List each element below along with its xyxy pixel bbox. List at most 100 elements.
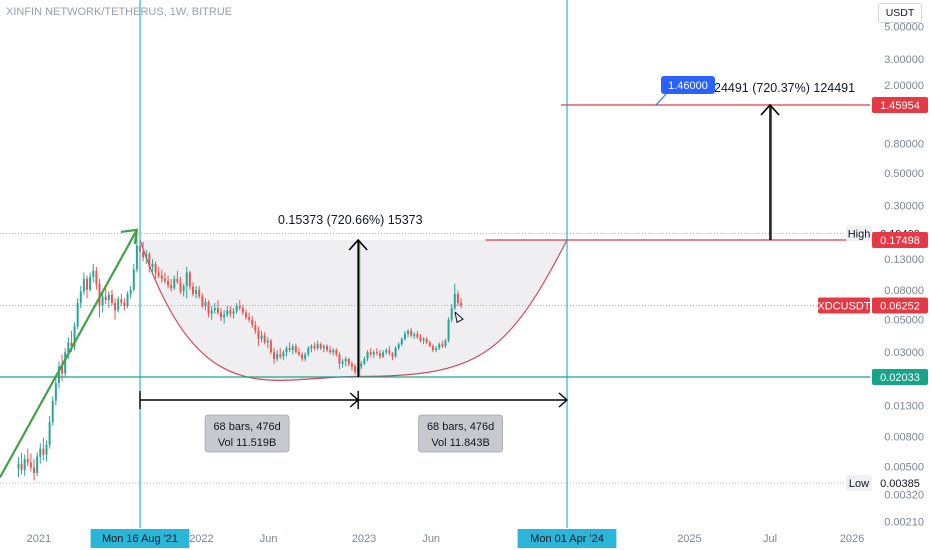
cup-fill — [140, 240, 567, 381]
candle-body — [195, 289, 198, 294]
candle-body — [163, 278, 166, 281]
candle-body — [425, 338, 428, 343]
candle-body — [350, 363, 353, 367]
y-tick-label: 0.05000 — [884, 315, 924, 327]
candle-body — [95, 270, 98, 284]
candle-body — [363, 358, 366, 364]
candle-body — [316, 344, 319, 349]
y-tick-label: 0.01300 — [884, 400, 924, 412]
candle-body — [64, 352, 67, 374]
y-tick-label: 0.50000 — [884, 168, 924, 180]
range-bars-text: 68 bars, 476d — [213, 421, 280, 433]
candle-body — [260, 335, 263, 339]
candle-body — [329, 350, 332, 353]
candle-body — [213, 308, 216, 311]
symbol-tag-text: XDCUSDT — [817, 301, 870, 313]
candle-body — [135, 245, 138, 270]
candle-body — [185, 272, 188, 286]
x-tick-label: Jun — [422, 533, 440, 545]
range-info-box — [204, 414, 290, 453]
candle-body — [114, 303, 117, 311]
candle-body — [291, 346, 294, 351]
x-tick-label: 2021 — [27, 533, 51, 545]
price-tag-box — [872, 474, 928, 491]
candle-body — [33, 467, 36, 473]
candle-body — [276, 354, 279, 359]
measure-label: 0.15373 (720.66%) 15373 — [278, 213, 423, 227]
range-arrow-head — [558, 392, 569, 408]
x-tick-label: 2026 — [840, 533, 864, 545]
candle-body — [263, 335, 266, 343]
price-tag-box — [872, 297, 928, 314]
measure-label: 24491 (720.37%) 124491 — [714, 81, 855, 95]
level-label-box — [846, 474, 872, 491]
candle-body — [207, 302, 210, 314]
candle-body — [403, 333, 406, 339]
candle-body — [460, 303, 463, 306]
candle-body — [419, 337, 422, 341]
y-tick-label: 5.00000 — [884, 22, 924, 34]
candle-body — [160, 275, 163, 279]
candle-body — [388, 350, 391, 354]
candle-body — [29, 462, 32, 468]
candle-body — [322, 346, 325, 349]
x-tick-label: 2023 — [352, 533, 376, 545]
candle-body — [391, 353, 394, 357]
candle-body — [198, 289, 201, 297]
candle-body — [20, 463, 23, 471]
candle-body — [235, 306, 238, 312]
candle-body — [86, 278, 89, 290]
candle-body — [42, 448, 45, 455]
candle-body — [120, 299, 123, 304]
candle-body — [142, 251, 145, 258]
candle-body — [148, 254, 151, 267]
candle-body — [26, 459, 29, 463]
candle-body — [45, 444, 48, 455]
candle-body — [104, 296, 107, 301]
candle-body — [51, 400, 54, 423]
candle-body — [326, 346, 329, 351]
candle-body — [89, 276, 92, 290]
candle-body — [201, 296, 204, 307]
level-label-text: Low — [849, 478, 869, 490]
y-tick-label: 0.00800 — [884, 431, 924, 443]
candle-body — [407, 330, 410, 334]
cursor-arrow-icon — [454, 311, 464, 324]
candle-body — [279, 354, 282, 357]
currency-button[interactable]: USDT — [878, 3, 922, 23]
candle-body — [435, 348, 438, 351]
candle-body — [372, 352, 375, 355]
price-label-text: 1.46000 — [668, 80, 708, 92]
candle-body — [294, 346, 297, 353]
candle-body — [82, 278, 85, 292]
candle-body — [17, 463, 20, 469]
candle-body — [132, 269, 135, 290]
candle-body — [101, 296, 104, 307]
candle-body — [248, 317, 251, 320]
candle-body — [251, 319, 254, 326]
candle-body — [307, 348, 310, 355]
price-tag-box — [872, 369, 928, 385]
candle-body — [313, 346, 316, 349]
candle-body — [57, 366, 60, 384]
candle-body — [39, 448, 42, 457]
candle-body — [344, 358, 347, 362]
level-label-box — [846, 225, 872, 242]
candle-body — [204, 302, 207, 307]
candle-body — [360, 363, 363, 367]
candle-body — [226, 310, 229, 315]
candle-body — [332, 350, 335, 353]
candle-body — [285, 348, 288, 353]
candle-body — [378, 353, 381, 357]
candle-body — [257, 330, 260, 339]
range-volume-text: Vol 11.843B — [431, 437, 490, 449]
candle-body — [441, 344, 444, 347]
candle-body — [126, 293, 129, 307]
candle-body — [216, 308, 219, 313]
candle-body — [369, 352, 372, 355]
candle-body — [76, 303, 79, 327]
candle-body — [241, 308, 244, 313]
chart-title: XINFIN NETWORK/TETHERUS, 1W, BITRUE — [6, 6, 232, 18]
candle-body — [23, 459, 26, 471]
